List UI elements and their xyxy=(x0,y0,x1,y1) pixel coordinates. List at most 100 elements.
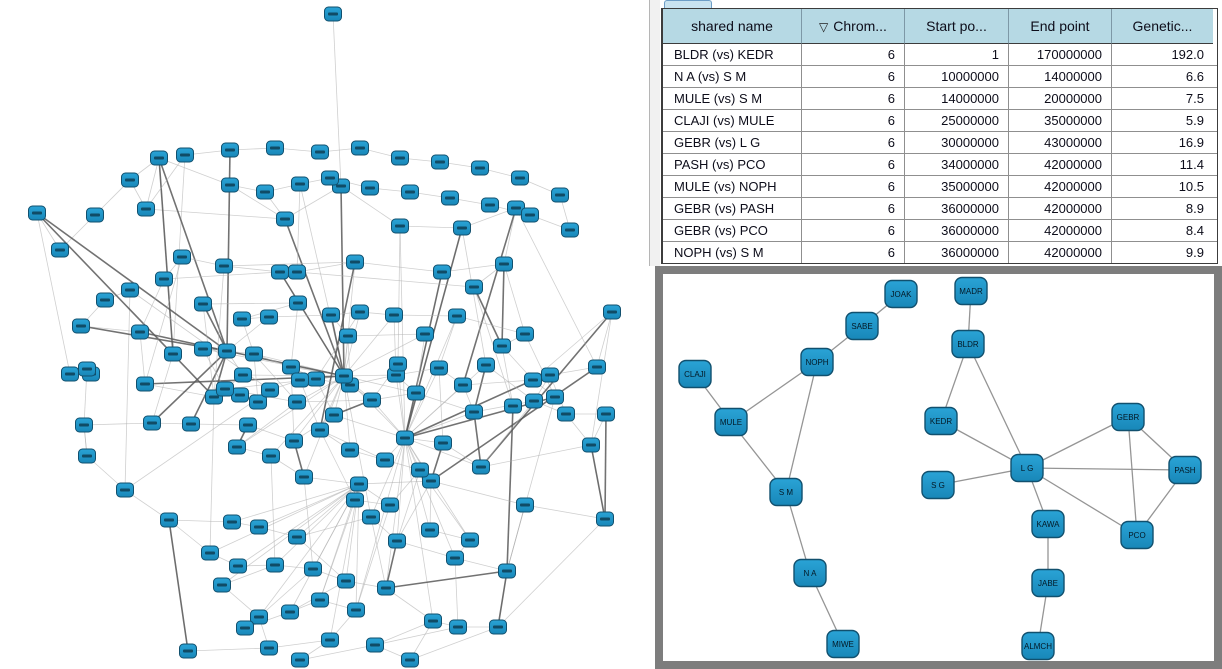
network-node[interactable] xyxy=(603,304,621,320)
network-node[interactable] xyxy=(311,144,329,160)
network-node[interactable] xyxy=(78,361,96,377)
table-cell[interactable]: 6 xyxy=(802,66,905,87)
column-header-start-point[interactable]: Start po... xyxy=(905,9,1009,44)
network-node[interactable] xyxy=(266,557,284,573)
network-node[interactable] xyxy=(411,462,429,478)
network-node[interactable] xyxy=(260,309,278,325)
network-node[interactable] xyxy=(28,205,46,221)
node-shape[interactable] xyxy=(1120,520,1154,550)
network-node[interactable] xyxy=(236,620,254,636)
network-node[interactable] xyxy=(407,385,425,401)
node-shape[interactable] xyxy=(678,359,712,389)
network-node[interactable] xyxy=(561,222,579,238)
network-node[interactable] xyxy=(465,404,483,420)
network-node[interactable] xyxy=(260,640,278,656)
network-node[interactable] xyxy=(221,142,239,158)
network-node[interactable] xyxy=(347,602,365,618)
network-node-kawa[interactable]: KAWA xyxy=(1031,509,1065,539)
table-cell[interactable]: 11.4 xyxy=(1179,157,1204,172)
node-shape[interactable] xyxy=(924,406,958,436)
network-node[interactable] xyxy=(321,170,339,186)
network-node[interactable] xyxy=(489,619,507,635)
network-node[interactable] xyxy=(216,381,234,397)
table-row[interactable]: N A (vs) S M 6 10000000 14000000 6.6 xyxy=(663,66,1217,88)
table-cell[interactable]: 30000000 xyxy=(905,132,1009,153)
table-cell[interactable]: 42000000 xyxy=(1009,154,1112,175)
network-node-claji[interactable]: CLAJI xyxy=(678,359,712,389)
network-node[interactable] xyxy=(472,459,490,475)
table-cell[interactable]: 36000000 xyxy=(905,242,1009,263)
table-cell[interactable]: 10000000 xyxy=(905,66,1009,87)
network-node[interactable] xyxy=(422,473,440,489)
table-cell[interactable]: GEBR (vs) PASH xyxy=(663,198,802,219)
network-node[interactable] xyxy=(434,435,452,451)
network-node[interactable] xyxy=(266,140,284,156)
network-node[interactable] xyxy=(431,154,449,170)
network-node[interactable] xyxy=(116,482,134,498)
network-node[interactable] xyxy=(271,264,289,280)
network-node-jabe[interactable]: JABE xyxy=(1031,568,1065,598)
network-node[interactable] xyxy=(337,573,355,589)
network-node[interactable] xyxy=(75,417,93,433)
network-node[interactable] xyxy=(261,382,279,398)
table-cell[interactable]: 14000000 xyxy=(1009,66,1112,87)
table-row[interactable]: GEBR (vs) PCO 6 36000000 42000000 8.4 xyxy=(663,220,1217,242)
network-node[interactable] xyxy=(325,407,343,423)
network-node[interactable] xyxy=(194,341,212,357)
network-node[interactable] xyxy=(477,357,495,373)
network-node[interactable] xyxy=(363,392,381,408)
network-node[interactable] xyxy=(388,533,406,549)
network-node[interactable] xyxy=(291,176,309,192)
network-node[interactable] xyxy=(136,376,154,392)
network-node[interactable] xyxy=(250,519,268,535)
node-shape[interactable] xyxy=(714,407,748,437)
network-node[interactable] xyxy=(582,437,600,453)
table-cell[interactable]: GEBR (vs) PCO xyxy=(663,220,802,241)
network-node[interactable] xyxy=(78,448,96,464)
network-node[interactable] xyxy=(596,511,614,527)
table-cell[interactable]: 42000000 xyxy=(1009,242,1112,263)
table-cell[interactable]: 35000000 xyxy=(905,176,1009,197)
network-node[interactable] xyxy=(557,406,575,422)
network-node[interactable] xyxy=(281,604,299,620)
table-row[interactable]: BLDR (vs) KEDR 6 1 170000000 192.0 xyxy=(663,44,1217,66)
node-shape[interactable] xyxy=(954,276,988,306)
table-cell[interactable]: 6 xyxy=(802,132,905,153)
network-node[interactable] xyxy=(137,201,155,217)
network-node[interactable] xyxy=(311,592,329,608)
network-node[interactable] xyxy=(182,416,200,432)
table-cell[interactable]: 16.9 xyxy=(1178,135,1204,150)
node-shape[interactable] xyxy=(1031,509,1065,539)
network-node[interactable] xyxy=(164,346,182,362)
network-node-gebr[interactable]: GEBR xyxy=(1111,402,1145,432)
network-node[interactable] xyxy=(288,529,306,545)
network-node[interactable] xyxy=(454,377,472,393)
table-row[interactable]: PASH (vs) PCO 6 34000000 42000000 11.4 xyxy=(663,154,1217,176)
network-node[interactable] xyxy=(521,207,539,223)
table-cell[interactable]: 35000000 xyxy=(1009,110,1112,131)
network-node[interactable] xyxy=(351,140,369,156)
table-cell[interactable]: BLDR (vs) KEDR xyxy=(663,44,802,65)
network-node[interactable] xyxy=(453,220,471,236)
table-tab[interactable] xyxy=(664,0,712,8)
network-node[interactable] xyxy=(304,561,322,577)
network-node[interactable] xyxy=(231,387,249,403)
table-row[interactable]: GEBR (vs) L G 6 30000000 43000000 16.9 xyxy=(663,132,1217,154)
table-cell[interactable]: 42000000 xyxy=(1009,220,1112,241)
table-cell[interactable]: 8.9 xyxy=(1185,201,1204,216)
network-node[interactable] xyxy=(551,187,569,203)
table-cell[interactable]: 20000000 xyxy=(1009,88,1112,109)
network-node[interactable] xyxy=(228,439,246,455)
node-shape[interactable] xyxy=(1021,631,1055,661)
table-row[interactable]: GEBR (vs) PASH 6 36000000 42000000 8.9 xyxy=(663,198,1217,220)
network-node[interactable] xyxy=(461,532,479,548)
table-cell[interactable]: 6 xyxy=(802,176,905,197)
table-cell[interactable]: NOPH (vs) S M xyxy=(663,242,802,263)
network-node[interactable] xyxy=(351,304,369,320)
network-node-n-a[interactable]: N A xyxy=(793,558,827,588)
network-node[interactable] xyxy=(131,324,149,340)
table-cell[interactable]: 34000000 xyxy=(905,154,1009,175)
network-node[interactable] xyxy=(493,338,511,354)
network-node[interactable] xyxy=(441,190,459,206)
network-node[interactable] xyxy=(362,509,380,525)
